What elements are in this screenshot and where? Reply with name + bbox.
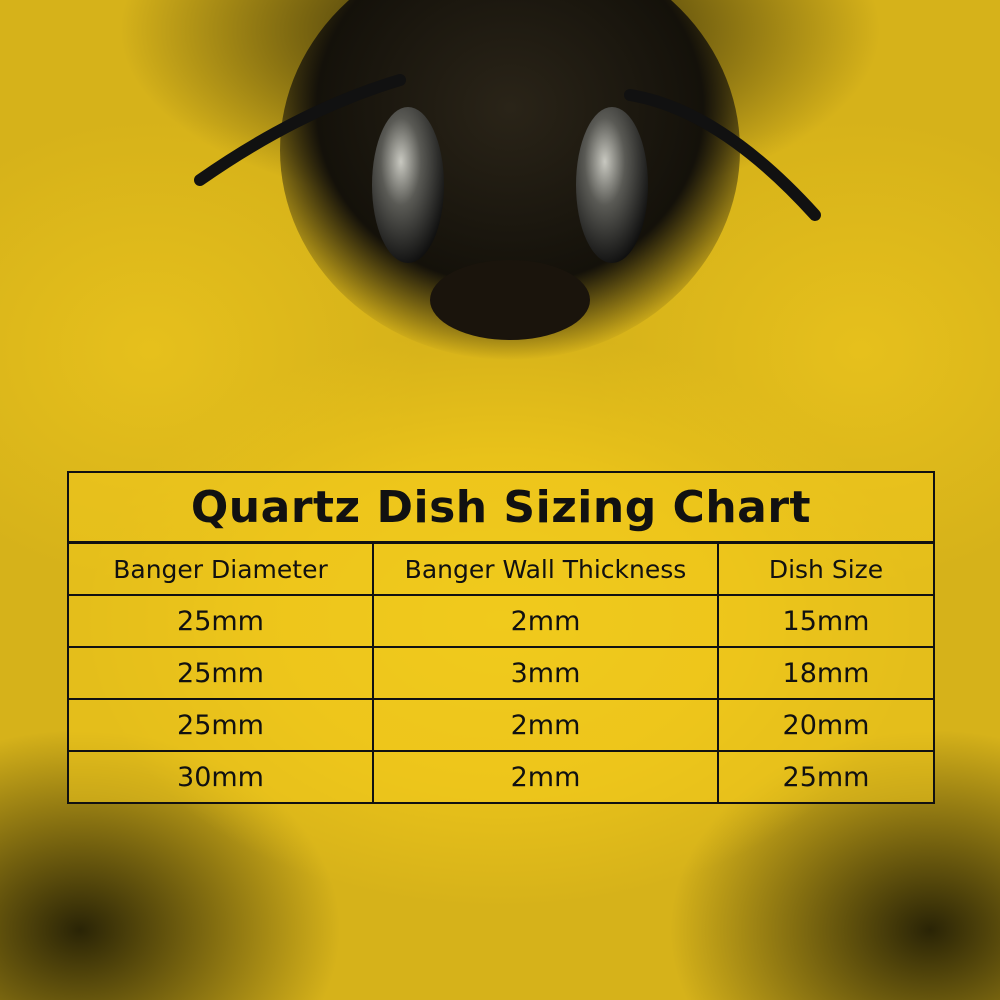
bee-body (280, 0, 740, 360)
cell-thickness: 2mm (374, 752, 719, 802)
cell-diameter: 25mm (69, 648, 374, 698)
left-eye (372, 107, 444, 263)
table-row: 25mm 3mm 18mm (69, 648, 933, 700)
cell-diameter: 25mm (69, 596, 374, 646)
table-row: 25mm 2mm 15mm (69, 596, 933, 648)
cell-dish-size: 18mm (782, 657, 870, 689)
cell-diameter: 30mm (69, 752, 374, 802)
chart-title: Quartz Dish Sizing Chart (69, 473, 933, 544)
left-antenna (194, 74, 406, 186)
cell-diameter: 25mm (69, 700, 374, 750)
sizing-chart-table: Quartz Dish Sizing Chart Banger Diameter… (67, 471, 935, 804)
cell-dish-size: 15mm (782, 605, 870, 637)
header-dish-size: Dish Size (768, 554, 884, 584)
cell-thickness: 2mm (374, 700, 719, 750)
bee-image (194, 0, 821, 360)
bee-mouth (430, 260, 590, 340)
cell-thickness: 3mm (374, 648, 719, 698)
cell-thickness: 2mm (374, 596, 719, 646)
header-wall-thickness: Banger Wall Thickness (374, 544, 719, 594)
header-banger-diameter: Banger Diameter (69, 544, 374, 594)
table-row: 30mm 2mm 25mm (69, 752, 933, 802)
right-antenna (624, 89, 821, 221)
cell-dish-size: 20mm (782, 709, 870, 741)
table-row: 25mm 2mm 20mm (69, 700, 933, 752)
header-row: Banger Diameter Banger Wall Thickness Di… (69, 544, 933, 596)
right-eye (576, 107, 648, 263)
cell-dish-size: 25mm (782, 761, 870, 793)
